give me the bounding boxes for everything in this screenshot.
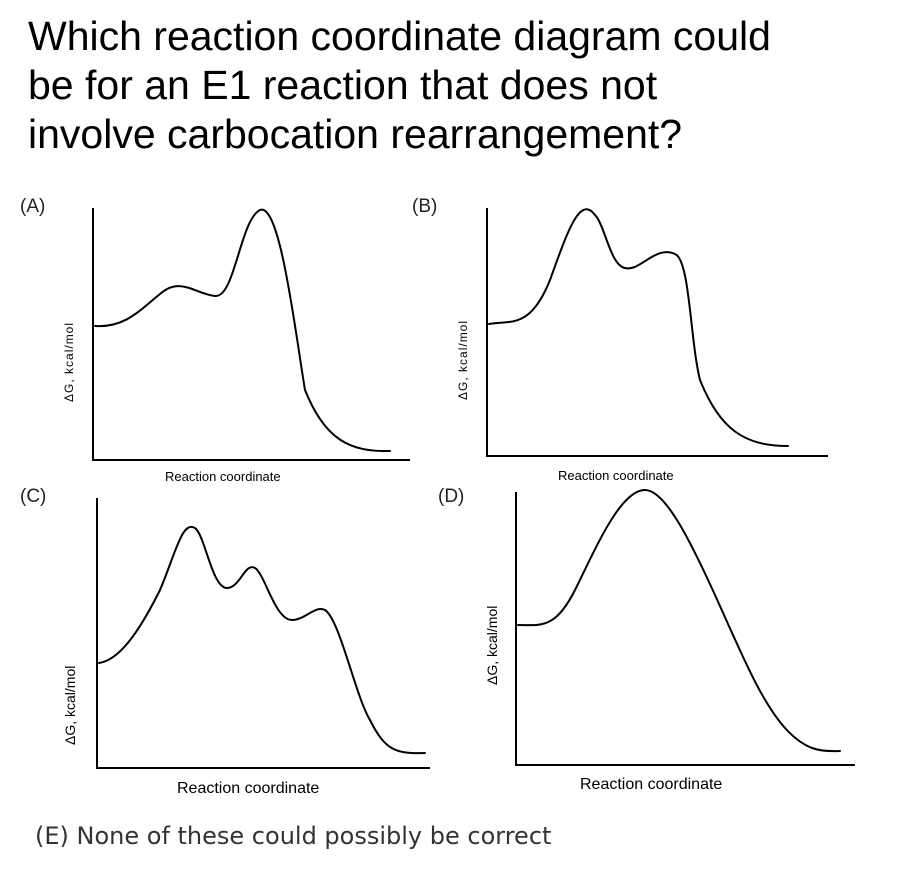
diagram-c: (C) ΔG, kcal/mol Reaction coordinate xyxy=(0,480,460,810)
option-e-text: (E) None of these could possibly be corr… xyxy=(35,822,552,850)
diagram-d-y-axis-label: ΔG, kcal/mol xyxy=(484,605,500,685)
diagram-c-plot xyxy=(96,498,430,769)
diagram-b-x-axis-label: Reaction coordinate xyxy=(558,468,674,483)
diagram-b-energy-curve xyxy=(488,208,789,447)
diagram-b-letter: (B) xyxy=(412,196,438,217)
diagram-a-y-axis-label: ΔG, kcal/mol xyxy=(62,321,76,402)
diagram-d-axes xyxy=(515,492,855,766)
diagram-a-letter: (A) xyxy=(20,196,46,217)
diagram-d-plot xyxy=(515,489,855,766)
question-line-1: Which reaction coordinate diagram could xyxy=(28,13,771,59)
diagram-b-plot xyxy=(486,208,828,457)
diagram-c-energy-curve xyxy=(98,525,426,755)
diagram-d: (D) ΔG, kcal/mol Reaction coordinate xyxy=(400,480,860,810)
diagram-a: (A) ΔG, kcal/mol Reaction coordinate xyxy=(0,190,460,490)
diagram-a-x-axis-label: Reaction coordinate xyxy=(165,469,281,484)
diagram-b-axes xyxy=(486,208,828,457)
question-line-3: involve carbocation rearrangement? xyxy=(28,111,683,157)
diagram-d-energy-curve xyxy=(517,489,841,753)
diagram-a-axes xyxy=(92,208,410,461)
diagram-b-y-axis-label: ΔG, kcal/mol xyxy=(456,319,470,400)
diagram-c-y-axis-label: ΔG, kcal/mol xyxy=(62,665,78,745)
question-line-2: be for an E1 reaction that does not xyxy=(28,62,658,108)
diagram-c-x-axis-label: Reaction coordinate xyxy=(177,780,320,797)
diagram-b: (B) ΔG, kcal/mol Reaction coordinate xyxy=(400,190,860,490)
diagram-a-plot xyxy=(92,208,410,461)
question-text: Which reaction coordinate diagram could … xyxy=(28,12,908,159)
diagram-a-energy-curve xyxy=(94,208,391,453)
diagram-c-letter: (C) xyxy=(20,486,47,507)
diagram-d-letter: (D) xyxy=(438,486,465,507)
diagram-d-x-axis-label: Reaction coordinate xyxy=(580,776,723,793)
diagram-c-axes xyxy=(96,498,430,769)
